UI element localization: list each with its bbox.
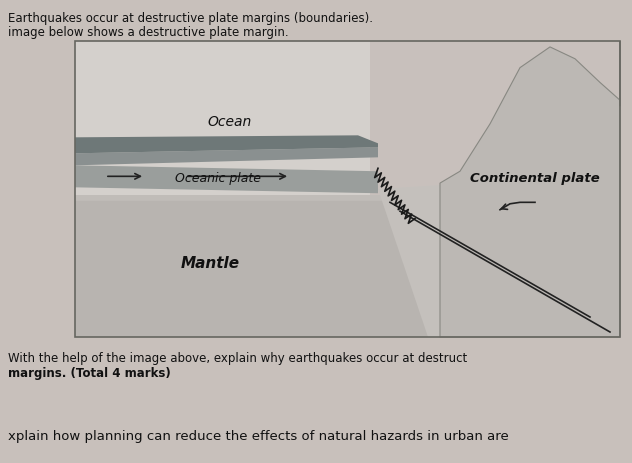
Text: Earthquakes occur at destructive plate margins (boundaries).: Earthquakes occur at destructive plate m…	[8, 12, 373, 25]
Polygon shape	[440, 42, 620, 337]
Text: Mantle: Mantle	[181, 256, 240, 271]
Polygon shape	[378, 175, 620, 337]
Polygon shape	[75, 148, 378, 166]
Text: Ocean: Ocean	[208, 115, 252, 129]
Bar	[75, 195, 620, 337]
Bar	[370, 42, 620, 337]
Text: With the help of the image above, explain why earthquakes occur at destruct: With the help of the image above, explai…	[8, 351, 467, 364]
Text: image below shows a destructive plate margin.: image below shows a destructive plate ma…	[8, 26, 289, 39]
Text: Oceanic plate: Oceanic plate	[175, 171, 261, 184]
Bar	[75, 42, 620, 337]
Polygon shape	[75, 201, 620, 337]
Text: Continental plate: Continental plate	[470, 171, 600, 184]
Polygon shape	[75, 166, 378, 194]
Text: margins. (Total 4 marks): margins. (Total 4 marks)	[8, 366, 171, 379]
Polygon shape	[75, 136, 378, 154]
Text: xplain how planning can reduce the effects of natural hazards in urban are: xplain how planning can reduce the effec…	[8, 429, 509, 442]
Bar	[75, 42, 370, 337]
